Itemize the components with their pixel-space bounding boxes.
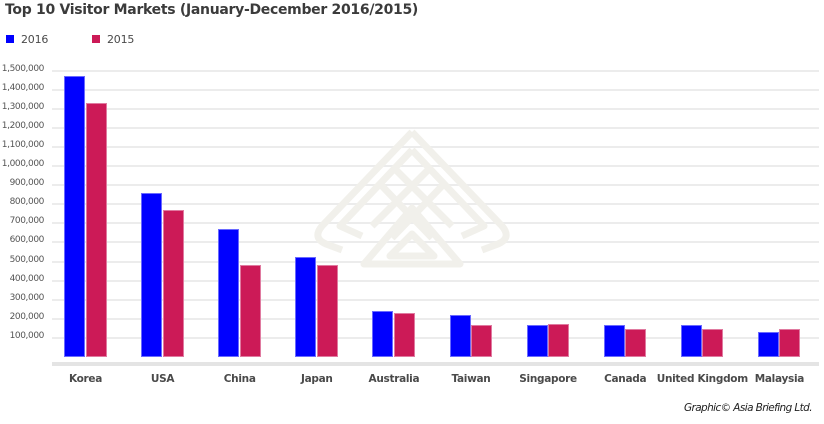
gridline [52, 88, 819, 91]
bar-taiwan-2015 [471, 324, 492, 357]
legend-item-2016: 2016 [6, 32, 48, 46]
x-axis [52, 362, 819, 366]
bar-korea-2016 [64, 76, 85, 357]
chart-title: Top 10 Visitor Markets (January-December… [5, 2, 418, 18]
gridline [52, 317, 819, 320]
gridline [52, 222, 819, 225]
bar-usa-2015 [162, 209, 184, 357]
bar-canada-2016 [603, 324, 625, 357]
bar-taiwan-2016 [449, 314, 471, 357]
bar-china-2015 [239, 265, 261, 357]
x-tick-label: Malaysia [754, 373, 805, 385]
gridline [52, 126, 819, 129]
y-tick-label: 1,200,000 [1, 120, 45, 131]
legend-swatch-2016 [6, 35, 14, 43]
y-tick-label: 500,000 [9, 254, 45, 265]
y-tick-label: 800,000 [9, 197, 45, 208]
x-tick-label: Taiwan [451, 373, 491, 385]
bar-singapore-2016 [526, 324, 548, 357]
x-tick-label: Australia [368, 373, 420, 385]
y-tick-label: 1,400,000 [1, 82, 45, 93]
legend-swatch-2015 [92, 35, 100, 43]
legend-item-2015: 2015 [92, 32, 134, 46]
y-tick-label: 100,000 [9, 330, 45, 341]
bar-malaysia-2015 [779, 329, 801, 357]
bar-korea-2015 [85, 102, 107, 357]
credit-text: Graphic© Asia Briefing Ltd. [683, 402, 813, 414]
legend-label-2015: 2015 [107, 32, 135, 46]
gridline [52, 107, 819, 110]
x-tick-label: USA [150, 373, 175, 385]
bar-japan-2016 [295, 256, 317, 357]
bar-united-kingdom-2015 [702, 329, 724, 357]
x-tick-label: Korea [68, 373, 103, 385]
x-tick-label: Canada [604, 373, 647, 385]
y-tick-label: 600,000 [9, 235, 45, 246]
y-tick-label: 700,000 [9, 216, 45, 227]
gridline [52, 145, 819, 148]
bar-singapore-2015 [548, 323, 570, 357]
gridline [52, 165, 819, 167]
bar-canada-2015 [625, 329, 647, 357]
y-tick-label: 1,300,000 [1, 101, 45, 112]
y-tick-label: 1,000,000 [1, 159, 45, 169]
y-tick-label: 1,100,000 [1, 139, 45, 150]
gridline [52, 336, 819, 339]
bar-australia-2016 [372, 310, 394, 357]
bar-china-2016 [218, 229, 240, 357]
bar-usa-2016 [141, 192, 163, 357]
asia-briefing-logo-icon [314, 129, 510, 268]
x-tick-label: United Kingdom [656, 373, 748, 385]
y-tick-label: 300,000 [9, 292, 45, 303]
gridline [52, 279, 819, 282]
x-tick-label: Japan [301, 373, 333, 385]
y-tick-label: 400,000 [9, 273, 45, 284]
gridline [52, 203, 819, 206]
y-tick-label: 1,500,000 [1, 63, 45, 74]
y-tick-label: 200,000 [9, 311, 45, 322]
bar-australia-2015 [393, 313, 415, 357]
bar-japan-2015 [316, 264, 338, 357]
x-tick-label: China [223, 373, 256, 385]
gridline [52, 184, 819, 187]
gridline [52, 69, 819, 72]
x-tick-label: Singapore [519, 373, 577, 385]
bar-malaysia-2016 [757, 331, 779, 357]
gridline [52, 241, 819, 244]
bar-united-kingdom-2016 [680, 324, 702, 357]
legend-label-2016: 2016 [21, 32, 49, 46]
gridline [52, 298, 819, 301]
y-tick-label: 900,000 [9, 178, 45, 189]
